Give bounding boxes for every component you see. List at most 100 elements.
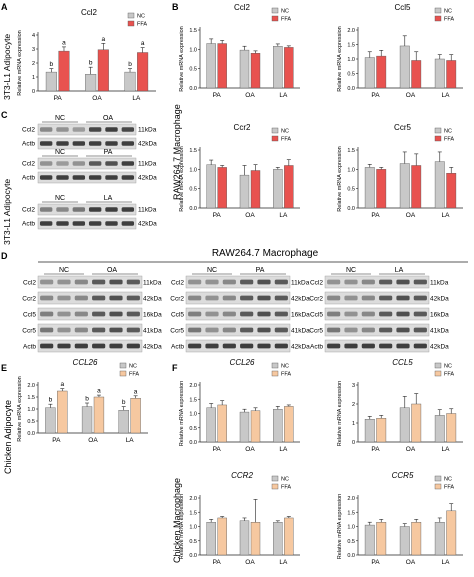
blot-d-1-0-band-0 [188, 279, 202, 285]
blot-d-0-2-band-1 [57, 311, 71, 317]
bar-e-ffa-oa [93, 396, 105, 434]
blot-d-kda-0-4: 42kDa [143, 344, 162, 351]
bar-a-nc-pa [45, 71, 57, 92]
sig-letter-a-1-0: a [62, 39, 66, 46]
bar-f1-ffa-la [284, 406, 294, 443]
chart-b4: Ccr5 Relative mRNA expression 0.0 0.5 1.0 1.5… [337, 123, 463, 219]
legend-swatch-a-1 [127, 20, 135, 27]
legend-label-f2-0: NC [444, 364, 452, 370]
bar-f4-ffa-oa [411, 522, 422, 556]
blot-c-row-label-1-0: Ccl2 [22, 161, 35, 168]
y-tick-label-f1-2: 1.0 [189, 412, 197, 418]
bar-f1-nc-la [273, 409, 283, 443]
bar-f3-ffa-pa [217, 517, 227, 556]
blot-c-header-nc-2: NC [55, 195, 65, 202]
blot-d-2-4-band-1 [344, 343, 358, 349]
blot-c-kda-1-1: 42kDa [138, 175, 157, 182]
bar-f1-nc-pa [206, 407, 216, 443]
blot-d-0-1-band-5 [126, 295, 140, 301]
bar-b2-ffa-oa [411, 60, 422, 89]
legend-swatch-f4-1 [434, 483, 442, 490]
y-tick-label-f3-0: 0.0 [189, 553, 197, 559]
blot-d-0-1-strip [37, 291, 143, 305]
x-tick-label-b4-2: LA [442, 212, 451, 219]
legend-swatch-b2-0 [434, 7, 442, 14]
blot-c-0-0-band-5 [121, 127, 135, 132]
legend-swatch-b1-0 [271, 7, 279, 14]
blot-d-0-0-band-5 [126, 279, 140, 285]
chart-f3: CCR2 Relative mRNA expression 0.0 0.5 1.0 1.5… [179, 471, 300, 566]
legend-label-b1-1: FFA [281, 17, 291, 23]
panel-letter-f: F [172, 363, 178, 373]
blot-d-row-label-1-4: Actb [171, 344, 184, 351]
blot-c-1-0-strip [37, 157, 137, 170]
y-tick-label-b4-3: 1.5 [347, 148, 355, 154]
row-label-3t3-adipocyte-c: 3T3-L1 Adipocyte [2, 179, 12, 245]
chart-title-a: Ccl2 [81, 8, 98, 17]
bar-f2-nc-la [434, 415, 445, 443]
legend-label-b2-1: FFA [444, 17, 454, 23]
y-tick-label-b2-0: 0.0 [347, 86, 355, 92]
bar-b2-ffa-pa [376, 55, 387, 89]
chart-f1: CCL26 Relative mRNA expression 0.0 0.5 1.0 1.… [179, 358, 300, 453]
legend-swatch-f1-1 [271, 370, 279, 377]
bar-f2-ffa-la [446, 413, 457, 443]
bar-f2-nc-pa [364, 419, 375, 443]
blot-c-1-0-band-4 [105, 161, 118, 166]
legend-label-f1-0: NC [281, 364, 289, 370]
blot-d-0-3-band-2 [74, 327, 88, 333]
blot-d-1-1-band-3 [240, 295, 254, 301]
blot-d-1-1-band-0 [188, 295, 202, 301]
blot-c-row-label-2-1: Actb [22, 221, 35, 228]
blot-d-2-3-band-4 [396, 327, 410, 333]
blot-c-row-label-1-1: Actb [22, 175, 35, 182]
y-tick-label-b1-1: 0.5 [189, 67, 197, 73]
blot-d-1-3-band-5 [274, 327, 288, 333]
blot-c-header-nc-1: NC [55, 149, 65, 156]
legend-swatch-f3-0 [271, 475, 279, 482]
legend-label-f2-1: FFA [444, 372, 454, 378]
blot-d-header-nc-0: NC [59, 267, 69, 274]
blot-d-2-4-band-2 [361, 343, 375, 349]
bar-a-nc-oa [85, 73, 97, 92]
legend-label-b3-0: NC [281, 129, 289, 135]
bar-b1-ffa-pa [217, 43, 227, 89]
blot-d-row-label-0-1: Ccr2 [22, 296, 36, 303]
blot-d-0-3-strip [37, 323, 143, 337]
blot-c-2-1-band-0 [39, 221, 53, 226]
chart-ylabel-a: Relative mRNA expression [17, 30, 23, 95]
bar-f3-nc-oa [239, 520, 250, 556]
blot-d-1-1-band-2 [222, 295, 236, 301]
y-tick-label-f2-2: 2 [352, 402, 355, 408]
blot-d-kda-1-2: 16kDa [291, 312, 310, 319]
legend-swatch-b3-0 [271, 127, 279, 134]
blot-d-1-0-band-1 [205, 279, 219, 285]
y-tick-label-b4-1: 0.5 [347, 187, 355, 193]
bar-b4-nc-oa [399, 163, 410, 209]
blot-c-kda-2-1: 42kDa [138, 221, 157, 228]
blot-d-row-label-2-4: Actb [310, 344, 323, 351]
legend-swatch-a-0 [127, 12, 135, 19]
x-tick-label-b2-1: OA [406, 92, 416, 99]
legend-swatch-f1-0 [271, 362, 279, 369]
bar-f1-ffa-pa [217, 404, 227, 443]
blot-c-0-0-band-3 [88, 127, 102, 132]
blot-d-0-4-band-3 [92, 343, 106, 349]
blot-d-kda-1-1: 42kDa [291, 296, 310, 303]
blot-d-2-2-band-4 [396, 311, 410, 317]
blot-d-2-2-band-3 [379, 311, 393, 317]
x-tick-label-f3-1: OA [245, 559, 255, 566]
blot-c-row-label-0-0: Ccl2 [22, 127, 35, 134]
blot-d-0-1-band-0 [40, 295, 54, 301]
bar-f1-nc-oa [239, 411, 250, 443]
blot-d-row-label-2-3: Ccr5 [309, 328, 323, 335]
blot-d-1-3-band-4 [257, 327, 271, 333]
blot-d-header-trt-2: LA [395, 267, 404, 274]
row-label-3t3-adipocyte-a: 3T3-L1 Adipocyte [2, 34, 12, 100]
chart-ylabel-f3: Relative mRNA expression [179, 494, 185, 559]
blot-d-kda-0-0: 11kDa [143, 280, 162, 287]
y-tick-label-f1-0: 0.0 [189, 440, 197, 446]
blot-c-row-label-2-0: Ccl2 [22, 207, 35, 214]
sig-letter-a-1-2: a [141, 40, 145, 47]
